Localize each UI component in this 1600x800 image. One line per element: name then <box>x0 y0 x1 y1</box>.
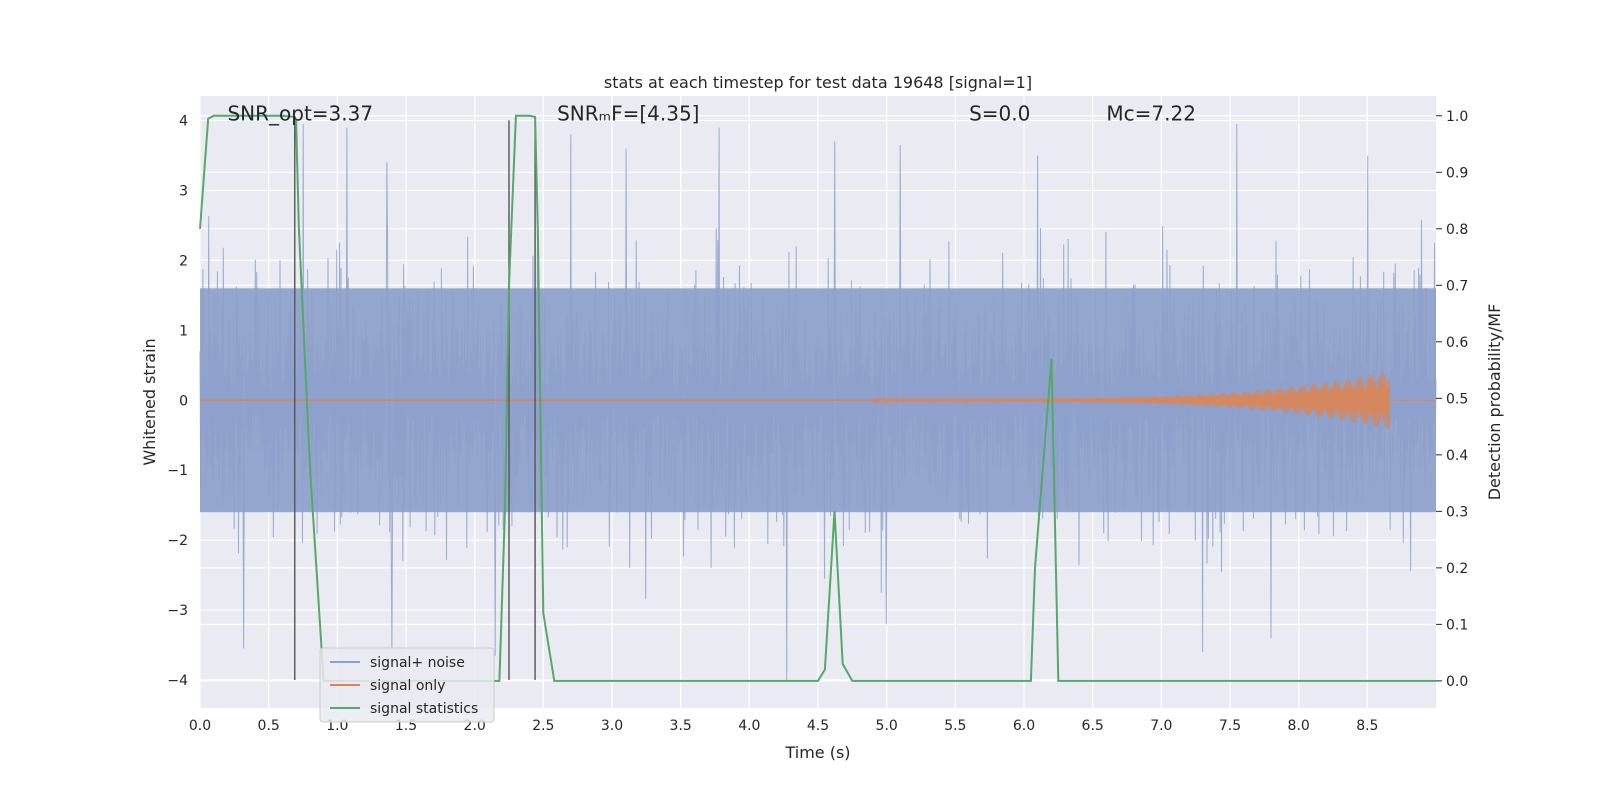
tick-labels: 0.0 0.5 1.0 1.5 2.0 2.5 3.0 3.5 4.0 4.5 5.0 5.5 6.0 6… <box>167 109 1468 734</box>
y-tick-label: −2 <box>167 533 188 549</box>
annotation-text: SNR_opt=3.37 <box>227 101 373 125</box>
y2-axis-label: Detection probability/MF <box>1485 304 1504 501</box>
y2-tick-label: 0.6 <box>1446 335 1468 351</box>
x-tick-label: 0.5 <box>258 718 280 734</box>
x-tick-label: 8.0 <box>1288 718 1310 734</box>
y2-tick-label: 0.1 <box>1446 617 1468 633</box>
y-tick-label: 1 <box>179 323 188 339</box>
legend-box <box>319 647 495 723</box>
y2-tick-label: 0.0 <box>1446 674 1468 690</box>
signal-only-chirp <box>872 372 1390 430</box>
y2-tick-label: 0.4 <box>1446 448 1468 464</box>
annotation-text: Mᴄ=7.22 <box>1106 101 1196 125</box>
x-tick-label: 3.5 <box>670 718 692 734</box>
y-tick-label: 3 <box>179 183 188 199</box>
signal-statistics-line <box>199 114 1436 682</box>
annotations: SNR_opt=3.37 SNRₘF=[4.35] S=0.0 Mᴄ=7.22 <box>227 101 1195 125</box>
legend-label-signal-only: signal only <box>370 678 445 694</box>
y2-tick-label: 1.0 <box>1446 109 1468 125</box>
x-tick-label: 2.5 <box>532 718 554 734</box>
x-tick-label: 0.0 <box>189 718 211 734</box>
y2-tick-label: 0.3 <box>1446 504 1468 520</box>
y2-tick-label: 0.8 <box>1446 222 1468 238</box>
y-tick-label: −3 <box>167 603 188 619</box>
x-tick-label: 4.0 <box>738 718 760 734</box>
legend-label-signal-noise: signal+ noise <box>370 655 465 671</box>
x-tick-label: 5.5 <box>944 718 966 734</box>
y2-tick-label: 0.5 <box>1446 391 1468 407</box>
x-tick-label: 7.0 <box>1150 718 1172 734</box>
annotation-text: S=0.0 <box>969 101 1030 125</box>
x-axis-label: Time (s) <box>784 743 850 762</box>
legend: signal+ noise signal only signal statist… <box>319 647 495 723</box>
x-tick-label: 6.0 <box>1013 718 1035 734</box>
x-tick-label: 4.5 <box>807 718 829 734</box>
chart-title: stats at each timestep for test data 196… <box>604 73 1032 92</box>
y-tick-label: 0 <box>179 393 188 409</box>
y-tick-label: 2 <box>179 253 188 269</box>
y2-tick-label: 0.2 <box>1446 561 1468 577</box>
y-tick-label: −1 <box>167 463 188 479</box>
y-tick-label: 4 <box>179 113 188 129</box>
x-tick-label: 8.5 <box>1356 718 1378 734</box>
y2-tick-label: 0.7 <box>1446 278 1468 294</box>
x-tick-label: 3.0 <box>601 718 623 734</box>
signal-only-series <box>200 372 1436 430</box>
y-tick-label: −4 <box>167 673 188 689</box>
annotation-text: SNRₘF=[4.35] <box>557 101 699 125</box>
y2-tick-label: 0.9 <box>1446 165 1468 181</box>
x-tick-label: 7.5 <box>1219 718 1241 734</box>
x-tick-label: 5.0 <box>876 718 898 734</box>
vertical-markers <box>294 120 536 681</box>
signal-statistics-series <box>199 114 1436 682</box>
x-tick-label: 6.5 <box>1082 718 1104 734</box>
legend-label-signal-statistics: signal statistics <box>370 701 478 717</box>
y-axis-label: Whitened strain <box>140 338 159 465</box>
